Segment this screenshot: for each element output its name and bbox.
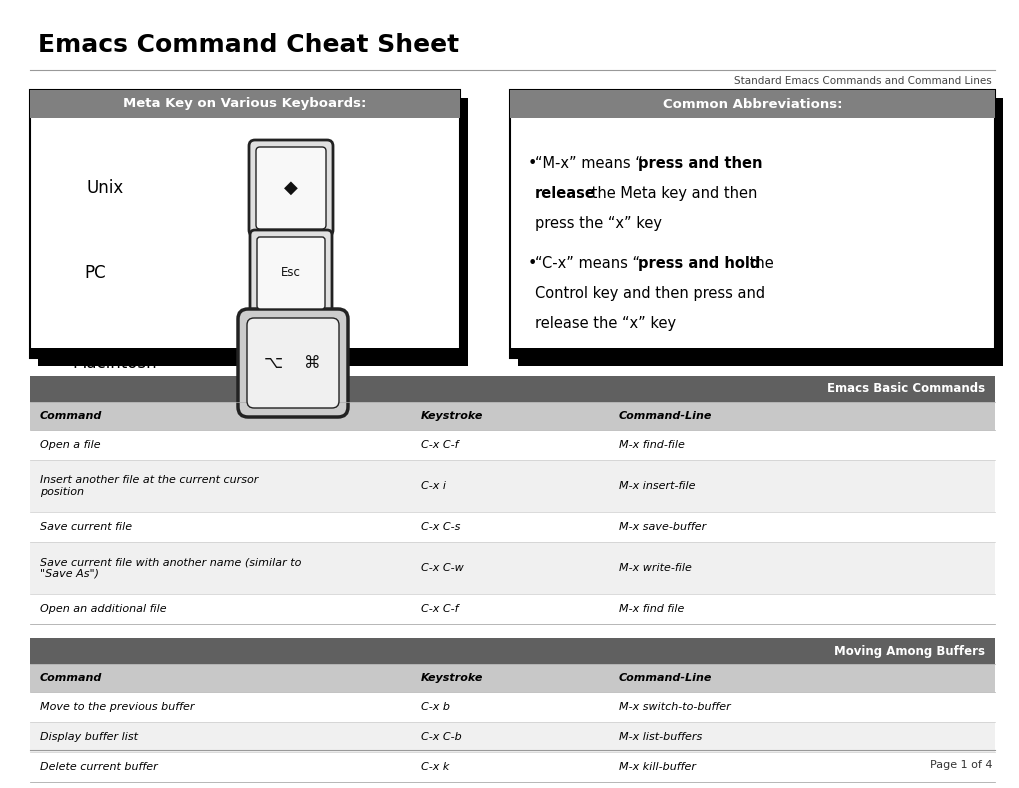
Text: Display buffer list: Display buffer list bbox=[40, 732, 138, 742]
Bar bbox=[30, 594, 994, 624]
Text: Delete current buffer: Delete current buffer bbox=[40, 762, 158, 772]
Text: Command: Command bbox=[40, 411, 102, 421]
Text: Save current file with another name (similar to
"Save As"): Save current file with another name (sim… bbox=[40, 557, 301, 579]
Text: M-x save-buffer: M-x save-buffer bbox=[619, 522, 705, 532]
Text: Keystroke: Keystroke bbox=[421, 411, 483, 421]
Text: Macintosh: Macintosh bbox=[72, 354, 157, 372]
Text: M-x insert-file: M-x insert-file bbox=[619, 481, 695, 491]
Text: Insert another file at the current cursor
position: Insert another file at the current curso… bbox=[40, 475, 258, 496]
Text: press and hold: press and hold bbox=[637, 256, 759, 271]
Text: C-x C-w: C-x C-w bbox=[421, 563, 464, 573]
Bar bbox=[510, 90, 994, 358]
Text: •: • bbox=[528, 156, 537, 171]
Text: ⌥: ⌥ bbox=[263, 354, 282, 372]
Text: C-x i: C-x i bbox=[421, 481, 445, 491]
FancyBboxPatch shape bbox=[250, 230, 331, 316]
Bar bbox=[30, 376, 994, 402]
Bar bbox=[38, 98, 468, 366]
Text: the: the bbox=[744, 256, 773, 271]
Text: Control key and then press and: Control key and then press and bbox=[535, 286, 764, 301]
Bar bbox=[30, 722, 994, 752]
Bar bbox=[30, 692, 994, 722]
Text: the Meta key and then: the Meta key and then bbox=[586, 186, 757, 201]
FancyBboxPatch shape bbox=[247, 318, 338, 408]
Text: Command: Command bbox=[40, 673, 102, 683]
Text: M-x switch-to-buffer: M-x switch-to-buffer bbox=[619, 702, 730, 712]
Text: “M-x” means “: “M-x” means “ bbox=[535, 156, 642, 171]
FancyBboxPatch shape bbox=[257, 237, 325, 309]
FancyBboxPatch shape bbox=[237, 309, 347, 417]
Text: press and then: press and then bbox=[637, 156, 762, 171]
Text: Open a file: Open a file bbox=[40, 440, 101, 450]
Text: C-x C-b: C-x C-b bbox=[421, 732, 462, 742]
Text: Meta Key on Various Keyboards:: Meta Key on Various Keyboards: bbox=[123, 98, 366, 110]
FancyBboxPatch shape bbox=[249, 140, 332, 236]
Text: PC: PC bbox=[85, 264, 106, 282]
Text: C-x b: C-x b bbox=[421, 702, 449, 712]
Text: C-x C-f: C-x C-f bbox=[421, 440, 459, 450]
Text: Esc: Esc bbox=[281, 266, 301, 280]
Bar bbox=[510, 348, 994, 358]
Text: C-x k: C-x k bbox=[421, 762, 449, 772]
Text: Keystroke: Keystroke bbox=[421, 673, 483, 683]
Text: Save current file: Save current file bbox=[40, 522, 132, 532]
Text: Emacs Basic Commands: Emacs Basic Commands bbox=[826, 382, 984, 396]
Text: M-x write-file: M-x write-file bbox=[619, 563, 691, 573]
Text: C-x C-s: C-x C-s bbox=[421, 522, 461, 532]
Bar bbox=[259, 150, 331, 234]
Bar bbox=[30, 348, 460, 358]
Bar bbox=[30, 542, 994, 594]
Bar bbox=[30, 638, 994, 664]
Text: Emacs Command Cheat Sheet: Emacs Command Cheat Sheet bbox=[38, 33, 459, 57]
Text: ◆: ◆ bbox=[283, 179, 298, 197]
Text: M-x find-file: M-x find-file bbox=[619, 440, 684, 450]
Text: Command-Line: Command-Line bbox=[619, 673, 711, 683]
Text: Command-Line: Command-Line bbox=[619, 411, 711, 421]
Text: Moving Among Buffers: Moving Among Buffers bbox=[834, 645, 984, 657]
Text: M-x find file: M-x find file bbox=[619, 604, 684, 614]
Bar bbox=[30, 90, 460, 358]
Text: release the “x” key: release the “x” key bbox=[535, 316, 676, 331]
Text: M-x kill-buffer: M-x kill-buffer bbox=[619, 762, 695, 772]
Bar bbox=[30, 512, 994, 542]
Bar bbox=[30, 664, 994, 692]
Text: press the “x” key: press the “x” key bbox=[535, 216, 661, 231]
Text: Common Abbreviations:: Common Abbreviations: bbox=[662, 98, 842, 110]
Text: C-x C-f: C-x C-f bbox=[421, 604, 459, 614]
Text: Standard Emacs Commands and Command Lines: Standard Emacs Commands and Command Line… bbox=[734, 76, 991, 86]
Bar bbox=[30, 430, 994, 460]
Bar bbox=[30, 90, 460, 118]
Text: •: • bbox=[528, 256, 537, 271]
Text: release: release bbox=[535, 186, 595, 201]
Text: “C-x” means “: “C-x” means “ bbox=[535, 256, 639, 271]
Bar bbox=[30, 402, 994, 430]
Bar bbox=[518, 98, 1002, 366]
Text: Open an additional file: Open an additional file bbox=[40, 604, 166, 614]
Bar bbox=[30, 752, 994, 782]
Text: M-x list-buffers: M-x list-buffers bbox=[619, 732, 701, 742]
Bar bbox=[510, 90, 994, 118]
Text: Move to the previous buffer: Move to the previous buffer bbox=[40, 702, 195, 712]
FancyBboxPatch shape bbox=[256, 147, 326, 229]
Text: Page 1 of 4: Page 1 of 4 bbox=[928, 760, 991, 770]
Bar bbox=[30, 460, 994, 512]
Bar bbox=[254, 325, 343, 413]
Text: ⌘: ⌘ bbox=[305, 354, 321, 372]
Bar bbox=[259, 239, 331, 315]
Text: Unix: Unix bbox=[87, 179, 123, 197]
